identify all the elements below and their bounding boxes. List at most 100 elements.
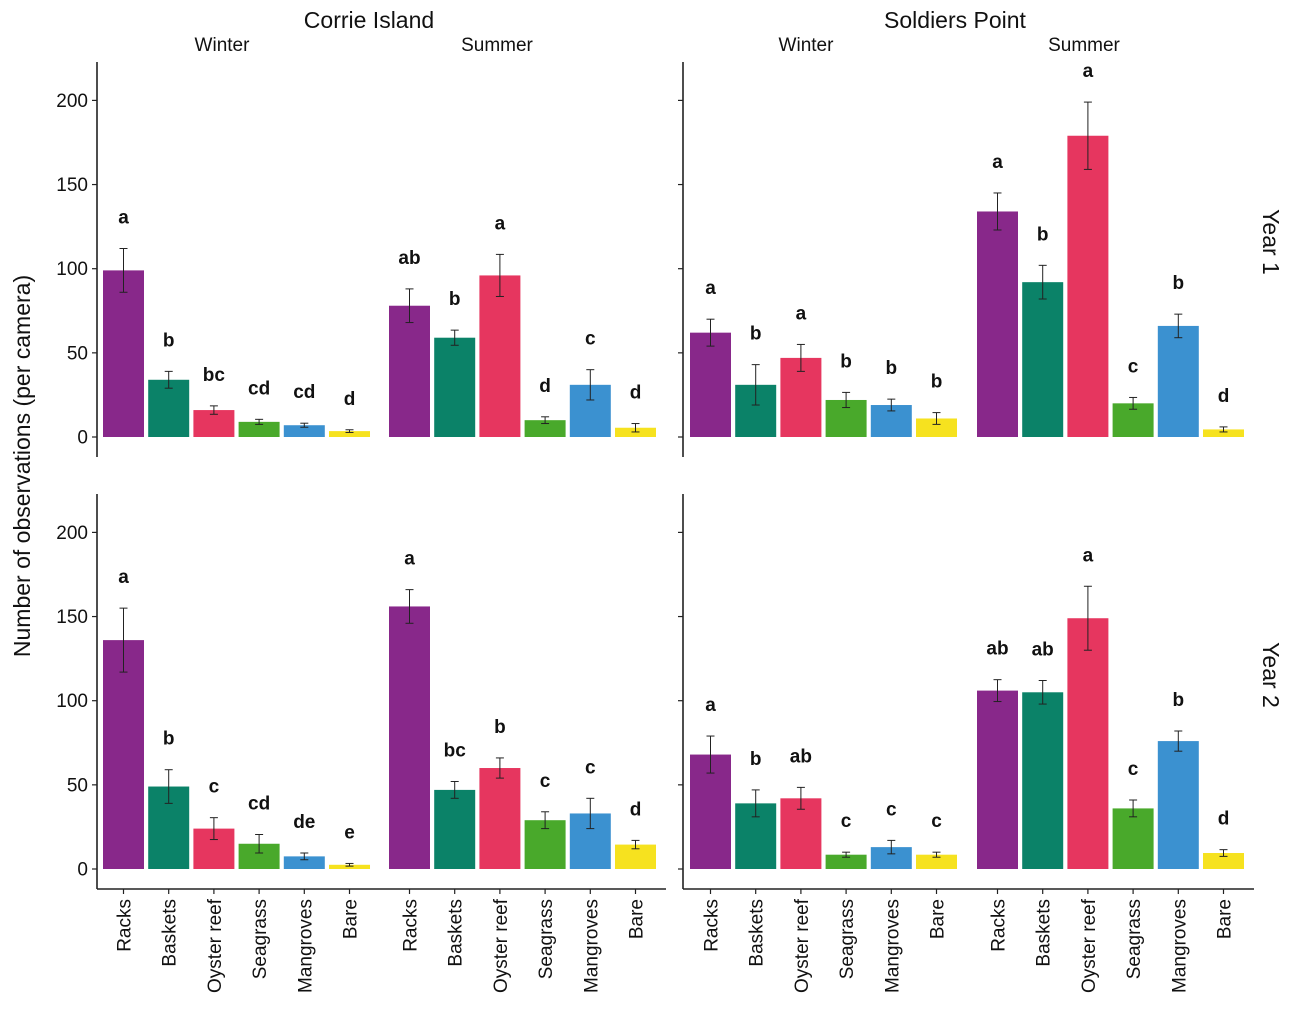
significance-letter: ab: [1032, 640, 1054, 661]
x-tick-label: Mangroves: [882, 899, 903, 993]
y-tick-label: 200: [56, 523, 88, 544]
bar-soldiers-point-summer-year2-bare: [1203, 853, 1244, 869]
significance-letter: d: [539, 376, 551, 397]
x-tick-label: Racks: [401, 899, 422, 952]
x-tick-label: Bare: [341, 899, 362, 939]
x-tick-label: Bare: [627, 899, 648, 939]
bar-corrie-island-winter-year1-racks: [103, 270, 144, 437]
y-tick-label: 50: [67, 343, 88, 364]
season-title-corrie-winter: Winter: [195, 35, 251, 56]
bar-corrie-island-summer-year2-racks: [389, 606, 430, 869]
bar-corrie-island-winter-year2-racks: [103, 640, 144, 869]
x-tick-label: Oyster reef: [1079, 898, 1100, 993]
significance-letter: a: [1083, 545, 1094, 566]
bar-corrie-island-winter-year1-bare: [329, 431, 370, 437]
x-tick-label: Bare: [928, 899, 949, 939]
significance-letter: b: [1037, 224, 1049, 245]
x-tick-label: Seagrass: [837, 899, 858, 979]
bar-soldiers-point-summer-year1-baskets: [1022, 282, 1064, 437]
significance-letter: bc: [203, 365, 226, 386]
significance-letter: b: [885, 358, 897, 379]
x-tick-label: Racks: [702, 899, 723, 952]
x-tick-label: Baskets: [1034, 899, 1055, 967]
bar-corrie-island-summer-year1-oyster-reef: [479, 275, 521, 437]
bar-soldiers-point-summer-year1-mangroves: [1157, 325, 1199, 437]
y-tick-label: 50: [67, 775, 88, 796]
significance-letter: c: [585, 329, 596, 350]
x-tick-label: Bare: [1215, 899, 1236, 939]
bar-soldiers-point-summer-year2-seagrass: [1112, 808, 1154, 869]
bar-soldiers-point-winter-year2-oyster-reef: [780, 798, 822, 869]
significance-letter: b: [494, 717, 506, 738]
bar-soldiers-point-winter-year2-mangroves: [870, 847, 912, 869]
x-tick-label: Oyster reef: [792, 898, 813, 993]
significance-letter: b: [750, 749, 762, 770]
significance-letter: d: [1218, 809, 1230, 830]
y-tick-label: 100: [56, 259, 88, 280]
x-tick-label: Oyster reef: [491, 898, 512, 993]
bar-soldiers-point-winter-year2-seagrass: [825, 854, 867, 869]
significance-letter: e: [344, 822, 355, 843]
significance-letter: ab: [398, 248, 420, 269]
x-tick-label: Baskets: [747, 899, 768, 967]
significance-letter: c: [1128, 759, 1139, 780]
y-tick-label: 100: [56, 691, 88, 712]
x-tick-label: Mangroves: [581, 899, 602, 993]
significance-letter: b: [931, 372, 943, 393]
bar-soldiers-point-summer-year1-bare: [1203, 429, 1244, 437]
bar-soldiers-point-winter-year2-racks: [690, 754, 731, 869]
significance-letter: b: [163, 330, 175, 351]
x-tick-label: Baskets: [446, 899, 467, 967]
significance-letter: d: [630, 383, 642, 404]
significance-letter: cd: [248, 793, 270, 814]
x-tick-label: Seagrass: [250, 899, 271, 979]
bar-soldiers-point-summer-year2-mangroves: [1157, 741, 1199, 869]
significance-letter: c: [540, 771, 551, 792]
bar-soldiers-point-winter-year1-racks: [690, 332, 731, 437]
site-title-corrie-island: Corrie Island: [304, 7, 434, 33]
significance-letter: a: [705, 278, 716, 299]
significance-letter: bc: [444, 740, 467, 761]
significance-letter: d: [630, 799, 642, 820]
significance-letter: a: [495, 213, 506, 234]
significance-letter: a: [1083, 61, 1094, 82]
significance-letter: b: [840, 351, 852, 372]
significance-letter: b: [449, 289, 461, 310]
bar-soldiers-point-summer-year1-oyster-reef: [1067, 135, 1109, 438]
significance-letter: ab: [986, 639, 1008, 660]
season-title-soldiers-winter: Winter: [779, 35, 835, 56]
y-tick-label: 150: [56, 607, 88, 628]
x-tick-label: Racks: [989, 899, 1010, 952]
significance-letter: b: [1172, 273, 1184, 294]
season-title-corrie-summer: Summer: [461, 35, 533, 56]
significance-letter: a: [118, 567, 129, 588]
bar-corrie-island-winter-year1-seagrass: [238, 421, 280, 437]
significance-letter: b: [163, 729, 175, 750]
x-tick-label: Baskets: [160, 899, 181, 967]
significance-letter: b: [750, 324, 762, 345]
x-tick-label: Mangroves: [1169, 899, 1190, 993]
y-tick-label: 150: [56, 175, 88, 196]
bar-corrie-island-winter-year1-mangroves: [283, 425, 325, 437]
bar-soldiers-point-summer-year2-baskets: [1022, 692, 1064, 869]
bar-soldiers-point-winter-year1-bare: [916, 418, 957, 437]
significance-letter: a: [796, 303, 807, 324]
x-tick-label: Mangroves: [295, 899, 316, 993]
x-tick-label: Seagrass: [1124, 899, 1145, 979]
year-title-2: Year 2: [1258, 642, 1284, 708]
x-tick-label: Seagrass: [536, 899, 557, 979]
bar-corrie-island-summer-year2-oyster-reef: [479, 768, 521, 869]
significance-letter: c: [886, 799, 897, 820]
significance-letter: c: [1128, 356, 1139, 377]
significance-letter: c: [209, 777, 220, 798]
significance-letter: c: [841, 811, 852, 832]
bar-corrie-island-winter-year2-bare: [329, 864, 370, 869]
bar-soldiers-point-summer-year1-racks: [977, 211, 1018, 437]
x-tick-label: Racks: [115, 899, 136, 952]
bar-soldiers-point-summer-year2-racks: [977, 690, 1018, 869]
bar-soldiers-point-summer-year2-oyster-reef: [1067, 618, 1109, 869]
significance-letter: c: [585, 757, 596, 778]
bar-corrie-island-summer-year1-baskets: [434, 337, 476, 437]
